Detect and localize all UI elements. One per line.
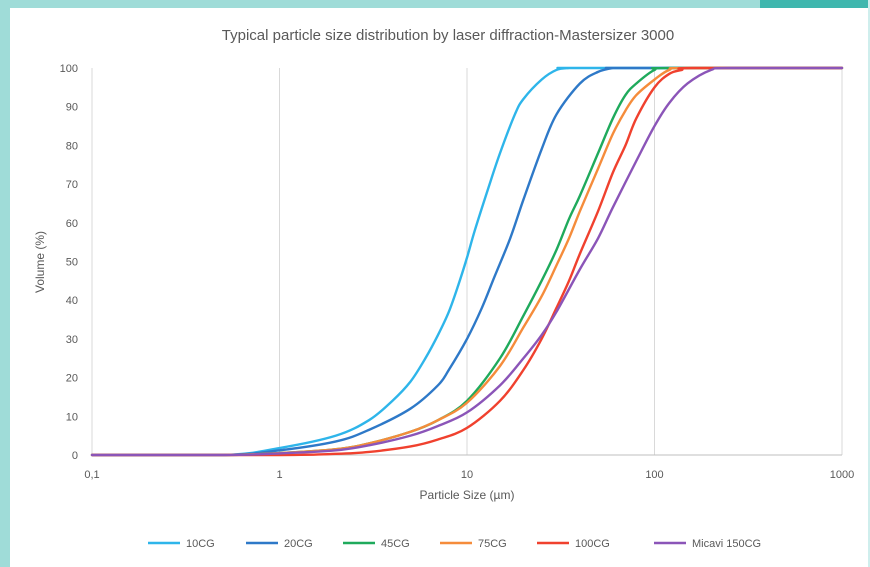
y-tick-label: 70 bbox=[66, 179, 78, 191]
top-border-accent bbox=[760, 0, 870, 8]
y-axis-label: Volume (%) bbox=[33, 231, 47, 293]
series-line-75cg bbox=[90, 66, 844, 457]
legend-label: 10CG bbox=[186, 538, 215, 550]
y-tick-label: 90 bbox=[66, 102, 78, 114]
y-tick-label: 50 bbox=[66, 257, 78, 269]
series-line-20cg bbox=[90, 66, 844, 457]
x-tick-label: 100 bbox=[645, 469, 663, 481]
series-line-100cg bbox=[90, 66, 844, 457]
x-tick-label: 0,1 bbox=[84, 469, 99, 481]
y-tick-label: 0 bbox=[72, 450, 78, 462]
y-tick-label: 20 bbox=[66, 373, 78, 385]
y-tick-label: 60 bbox=[66, 218, 78, 230]
x-axis-ticks: 0,1 1 10 100 1000 bbox=[84, 469, 854, 481]
chart-title: Typical particle size distribution by la… bbox=[222, 27, 674, 44]
y-tick-label: 40 bbox=[66, 295, 78, 307]
chart-legend: 10CG 20CG 45CG 75CG 100CG Micavi 150CG bbox=[148, 538, 761, 550]
x-tick-label: 1000 bbox=[830, 469, 854, 481]
legend-label: 100CG bbox=[575, 538, 610, 550]
series-line-micavi-150cg bbox=[90, 66, 844, 457]
y-axis-ticks: 0 10 20 30 40 50 60 70 80 90 100 bbox=[60, 63, 78, 462]
x-tick-label: 10 bbox=[461, 469, 473, 481]
series-layer bbox=[90, 66, 844, 457]
y-tick-label: 30 bbox=[66, 334, 78, 346]
y-tick-label: 100 bbox=[60, 63, 78, 75]
legend-label: 45CG bbox=[381, 538, 410, 550]
legend-label: 20CG bbox=[284, 538, 313, 550]
right-border bbox=[868, 0, 870, 567]
y-tick-label: 80 bbox=[66, 140, 78, 152]
x-tick-label: 1 bbox=[276, 469, 282, 481]
left-border bbox=[0, 0, 10, 567]
top-border bbox=[0, 0, 870, 8]
x-axis-label: Particle Size (µm) bbox=[420, 488, 515, 502]
y-tick-label: 10 bbox=[66, 411, 78, 423]
series-line-10cg bbox=[90, 66, 844, 457]
legend-label: 75CG bbox=[478, 538, 507, 550]
legend-label: Micavi 150CG bbox=[692, 538, 761, 550]
